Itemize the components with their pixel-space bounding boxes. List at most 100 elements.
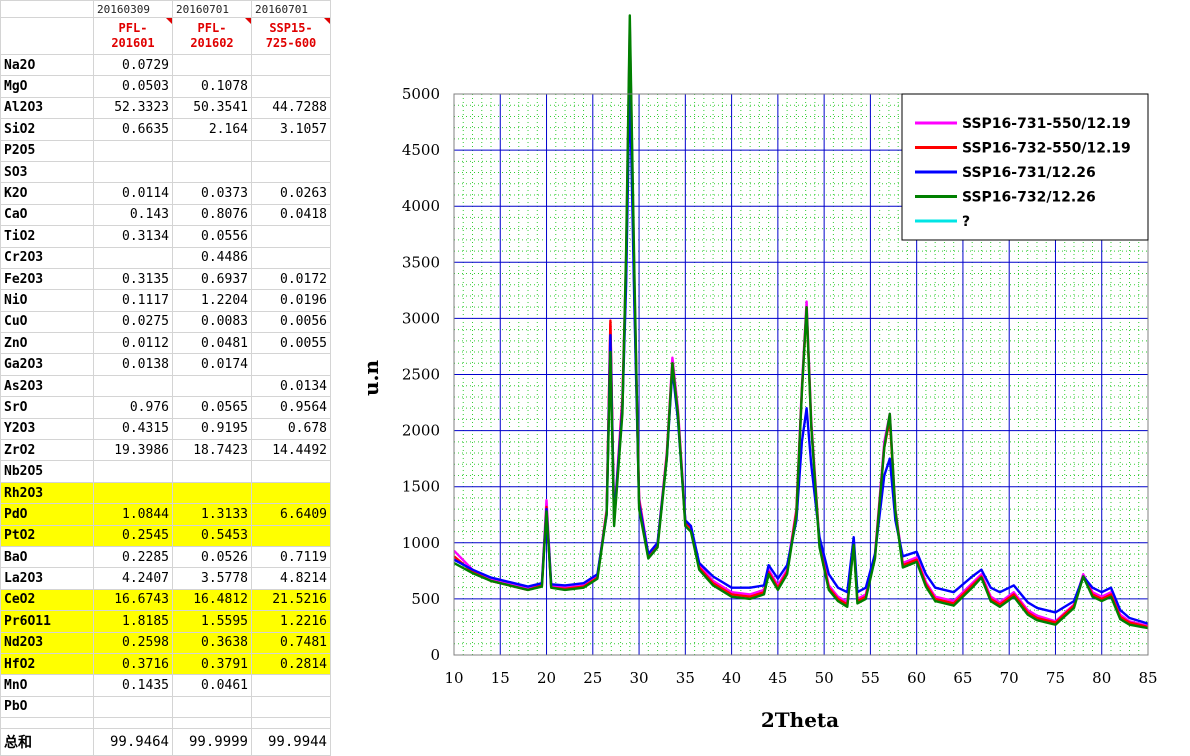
total-label-cell[interactable]: 总和	[0, 728, 94, 756]
value-cell[interactable]: 1.2216	[251, 610, 331, 633]
value-cell[interactable]	[251, 481, 331, 505]
value-cell[interactable]: 0.7119	[251, 545, 331, 569]
header-blank-cell[interactable]	[0, 17, 94, 55]
value-cell[interactable]: 4.8214	[251, 567, 331, 590]
sample-header-cell[interactable]: PFL-201601	[93, 17, 173, 55]
value-cell[interactable]: 0.143	[93, 203, 173, 227]
value-cell[interactable]: 0.2598	[93, 631, 173, 654]
value-cell[interactable]: 4.2407	[93, 567, 173, 590]
value-cell[interactable]: 0.9195	[172, 417, 252, 441]
oxide-label-cell[interactable]: CeO2	[0, 588, 94, 612]
oxide-label-cell[interactable]: P2O5	[0, 139, 94, 162]
value-cell[interactable]: 0.0556	[172, 225, 252, 248]
value-cell[interactable]: 18.7423	[172, 439, 252, 462]
value-cell[interactable]: 0.1117	[93, 289, 173, 312]
value-cell[interactable]: 0.0418	[251, 203, 331, 227]
oxide-label-cell[interactable]: MgO	[0, 75, 94, 98]
value-cell[interactable]: 0.9564	[251, 396, 331, 419]
value-cell[interactable]	[251, 674, 331, 697]
value-cell[interactable]: 3.1057	[251, 118, 331, 141]
value-cell[interactable]: 0.1435	[93, 674, 173, 697]
value-cell[interactable]: 0.0056	[251, 310, 331, 334]
value-cell[interactable]: 0.1078	[172, 75, 252, 98]
value-cell[interactable]: 0.0055	[251, 332, 331, 355]
corner-cell[interactable]	[0, 0, 94, 18]
value-cell[interactable]	[172, 374, 252, 398]
oxide-label-cell[interactable]: PdO	[0, 503, 94, 526]
value-cell[interactable]: 0.2285	[93, 545, 173, 569]
oxide-label-cell[interactable]: Pr6O11	[0, 610, 94, 633]
value-cell[interactable]	[251, 225, 331, 248]
value-cell[interactable]: 1.5595	[172, 610, 252, 633]
value-cell[interactable]: 0.0461	[172, 674, 252, 697]
value-cell[interactable]: 0.6937	[172, 267, 252, 291]
oxide-label-cell[interactable]: PtO2	[0, 524, 94, 547]
value-cell[interactable]: 0.0526	[172, 545, 252, 569]
value-cell[interactable]: 0.0503	[93, 75, 173, 98]
value-cell[interactable]: 0.3638	[172, 631, 252, 654]
value-cell[interactable]: 0.3716	[93, 652, 173, 676]
value-cell[interactable]: 16.6743	[93, 588, 173, 612]
value-cell[interactable]	[172, 139, 252, 162]
oxide-label-cell[interactable]: TiO2	[0, 225, 94, 248]
blank-cell[interactable]	[172, 717, 252, 730]
value-cell[interactable]	[251, 160, 331, 184]
oxide-label-cell[interactable]: SiO2	[0, 118, 94, 141]
oxide-label-cell[interactable]: HfO2	[0, 652, 94, 676]
oxide-label-cell[interactable]: Cr2O3	[0, 246, 94, 269]
value-cell[interactable]	[251, 75, 331, 98]
oxide-label-cell[interactable]: SO3	[0, 160, 94, 184]
value-cell[interactable]	[251, 353, 331, 376]
value-cell[interactable]: 0.0114	[93, 182, 173, 205]
sample-header-cell[interactable]: SSP15-725-600	[251, 17, 331, 55]
oxide-label-cell[interactable]: PbO	[0, 695, 94, 719]
total-value-cell[interactable]: 99.9944	[251, 728, 331, 756]
oxide-label-cell[interactable]: MnO	[0, 674, 94, 697]
value-cell[interactable]	[251, 460, 331, 483]
value-cell[interactable]: 0.2814	[251, 652, 331, 676]
value-cell[interactable]: 0.0174	[172, 353, 252, 376]
value-cell[interactable]: 0.6635	[93, 118, 173, 141]
value-cell[interactable]	[251, 53, 331, 77]
date-cell[interactable]: 20160701	[172, 0, 252, 18]
value-cell[interactable]: 0.0263	[251, 182, 331, 205]
value-cell[interactable]: 3.5778	[172, 567, 252, 590]
blank-cell[interactable]	[251, 717, 331, 730]
date-cell[interactable]: 20160701	[251, 0, 331, 18]
value-cell[interactable]: 0.3791	[172, 652, 252, 676]
oxide-label-cell[interactable]: K2O	[0, 182, 94, 205]
value-cell[interactable]	[251, 695, 331, 719]
oxide-label-cell[interactable]: Na2O	[0, 53, 94, 77]
oxide-label-cell[interactable]: SrO	[0, 396, 94, 419]
value-cell[interactable]	[93, 139, 173, 162]
total-value-cell[interactable]: 99.9999	[172, 728, 252, 756]
oxide-label-cell[interactable]: NiO	[0, 289, 94, 312]
value-cell[interactable]: 0.0373	[172, 182, 252, 205]
oxide-label-cell[interactable]: CaO	[0, 203, 94, 227]
oxide-label-cell[interactable]: ZrO2	[0, 439, 94, 462]
value-cell[interactable]: 0.3135	[93, 267, 173, 291]
oxide-label-cell[interactable]: Fe2O3	[0, 267, 94, 291]
value-cell[interactable]	[172, 481, 252, 505]
blank-cell[interactable]	[93, 717, 173, 730]
value-cell[interactable]: 0.0196	[251, 289, 331, 312]
value-cell[interactable]: 1.3133	[172, 503, 252, 526]
value-cell[interactable]: 0.4315	[93, 417, 173, 441]
value-cell[interactable]	[251, 139, 331, 162]
value-cell[interactable]	[172, 695, 252, 719]
value-cell[interactable]	[172, 160, 252, 184]
value-cell[interactable]: 0.2545	[93, 524, 173, 547]
value-cell[interactable]: 1.8185	[93, 610, 173, 633]
oxide-label-cell[interactable]: Ga2O3	[0, 353, 94, 376]
value-cell[interactable]: 0.0083	[172, 310, 252, 334]
value-cell[interactable]: 1.0844	[93, 503, 173, 526]
value-cell[interactable]: 19.3986	[93, 439, 173, 462]
value-cell[interactable]: 44.7288	[251, 96, 331, 120]
value-cell[interactable]: 0.4486	[172, 246, 252, 269]
value-cell[interactable]: 6.6409	[251, 503, 331, 526]
value-cell[interactable]	[251, 246, 331, 269]
value-cell[interactable]: 21.5216	[251, 588, 331, 612]
value-cell[interactable]: 0.0172	[251, 267, 331, 291]
value-cell[interactable]	[172, 53, 252, 77]
value-cell[interactable]: 0.976	[93, 396, 173, 419]
